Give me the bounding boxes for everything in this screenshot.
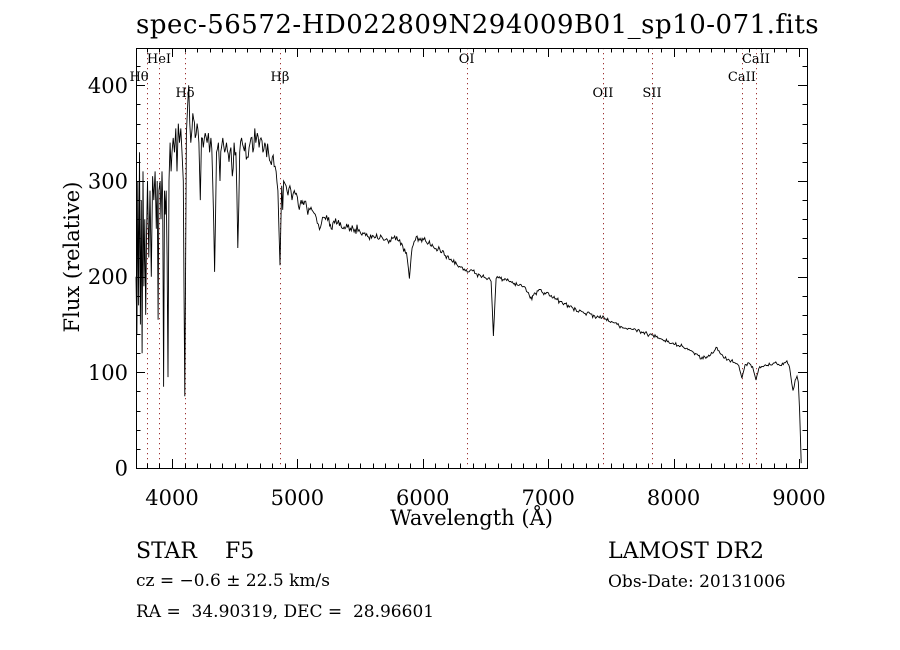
- y-tick-label: 200: [88, 265, 128, 289]
- x-tick-label: 8000: [647, 486, 700, 510]
- spectral-line-label: Hδ: [175, 86, 194, 101]
- spectral-line-label: SII: [642, 86, 661, 101]
- spectral-line-label: OII: [593, 86, 614, 101]
- y-tick-label: 400: [88, 74, 128, 98]
- spectrum-line: [135, 85, 802, 464]
- spectral-line-label: Hβ: [271, 70, 290, 85]
- x-tick-label: 7000: [521, 486, 574, 510]
- y-axis-title: Flux (relative): [60, 181, 84, 333]
- x-tick-label: 4000: [145, 486, 198, 510]
- spectral-line-label: CaII: [728, 70, 756, 85]
- x-tick-label: 6000: [396, 486, 449, 510]
- y-tick-label: 0: [115, 457, 128, 481]
- spectral-line-label: OI: [459, 52, 475, 67]
- ra-dec-label: RA = 34.90319, DEC = 28.96601: [136, 602, 435, 622]
- spectral-line-label: CaII: [742, 52, 770, 67]
- spectral-line-label: Hθ: [129, 70, 148, 85]
- radial-velocity-label: cz = −0.6 ± 22.5 km/s: [136, 571, 330, 591]
- y-tick-label: 300: [88, 169, 128, 193]
- plot-frame: [136, 48, 808, 469]
- plot-title: spec-56572-HD022809N294009B01_sp10-071.f…: [136, 10, 820, 40]
- obs-date-label: Obs-Date: 20131006: [608, 572, 786, 592]
- x-tick-label: 5000: [271, 486, 324, 510]
- x-tick-label: 9000: [772, 486, 825, 510]
- classification-label: STAR F5: [136, 539, 255, 564]
- spectral-line-label: HeI: [147, 52, 171, 67]
- x-axis-title: Wavelength (Å): [390, 506, 553, 530]
- y-tick-label: 100: [88, 361, 128, 385]
- survey-label: LAMOST DR2: [608, 539, 764, 564]
